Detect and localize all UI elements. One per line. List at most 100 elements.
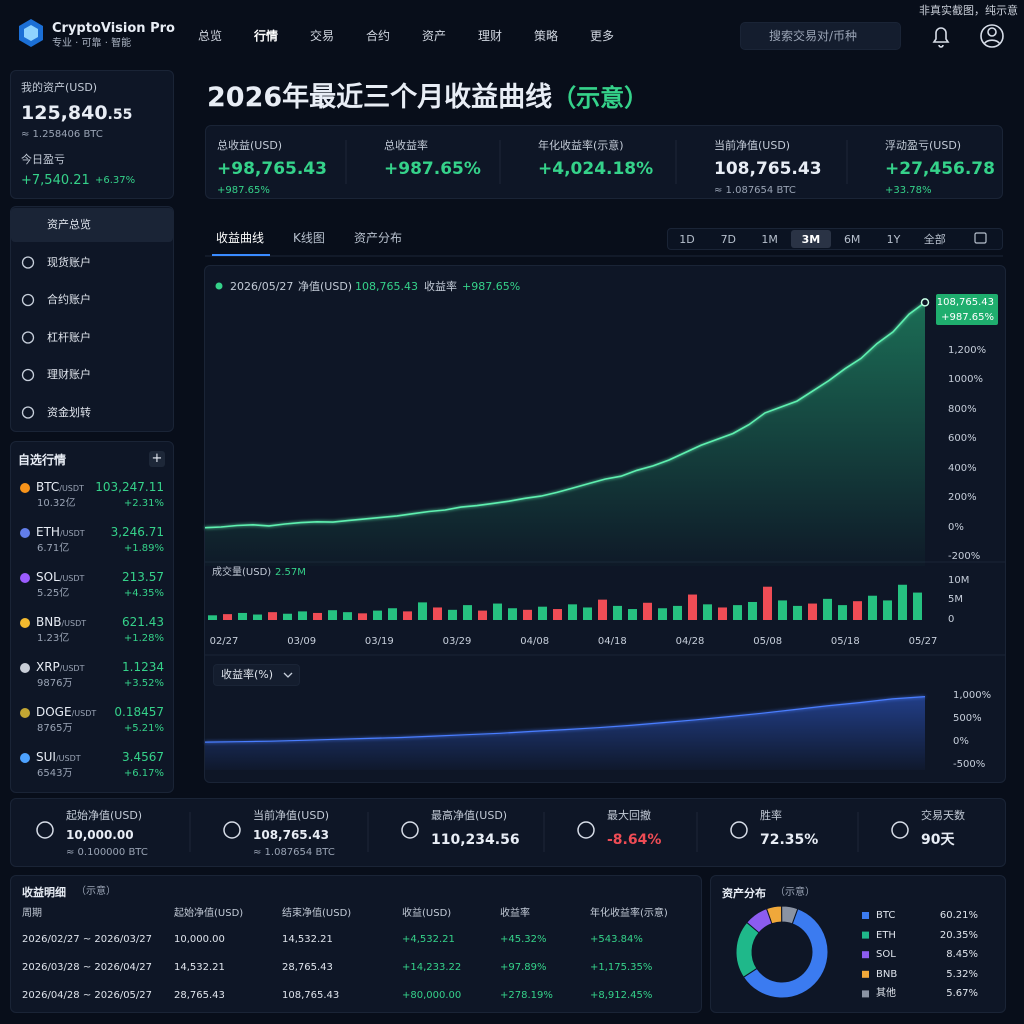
menu-item[interactable]: 资产总览 bbox=[47, 218, 91, 231]
volume-subtitle: 2.57M bbox=[275, 567, 306, 578]
coin-name[interactable]: XRP/USDT bbox=[36, 661, 84, 673]
coin-price: 621.43 bbox=[122, 615, 164, 629]
coin-symbol: SOL bbox=[36, 570, 60, 584]
coin-symbol: DOGE bbox=[36, 705, 72, 719]
range-box bbox=[667, 228, 1003, 250]
range-button[interactable]: 3M bbox=[801, 233, 821, 246]
stat-label: 当前净值(USD) bbox=[253, 809, 330, 822]
volume-bar bbox=[598, 599, 607, 620]
nav-item[interactable]: 合约 bbox=[366, 29, 391, 43]
volume-bar bbox=[388, 608, 397, 620]
coin-name[interactable]: BTC/USDT bbox=[36, 481, 84, 493]
y-tick-label: 1,200% bbox=[948, 345, 987, 356]
x-tick-label: 03/29 bbox=[442, 636, 472, 647]
dropdown[interactable] bbox=[213, 664, 300, 686]
nav-item[interactable]: 策略 bbox=[534, 29, 559, 43]
menu-item[interactable]: 资金划转 bbox=[47, 405, 91, 419]
range-button[interactable]: 6M bbox=[843, 233, 861, 246]
watchlist-title: 自选行情 bbox=[18, 453, 67, 467]
area bbox=[205, 302, 925, 566]
menu-item[interactable]: 杠杆账户 bbox=[47, 330, 91, 344]
search-placeholder[interactable]: 搜索交易对/币种 bbox=[769, 29, 858, 43]
table-cell: +97.89% bbox=[500, 962, 547, 973]
nav-item[interactable]: 行情 bbox=[254, 29, 279, 43]
x-tick-label: 05/08 bbox=[753, 636, 783, 647]
tab[interactable]: 收益曲线 bbox=[216, 231, 265, 245]
menu-item[interactable]: 合约账户 bbox=[47, 293, 91, 306]
coin-icon bbox=[20, 483, 30, 493]
legend-nav: 108,765.43 bbox=[355, 280, 418, 293]
volume-bar bbox=[688, 594, 697, 620]
summary-sub: ≈ 1.087654 BTC bbox=[714, 185, 796, 196]
volume-bar bbox=[793, 605, 802, 620]
summary-sub: +33.78% bbox=[885, 185, 932, 196]
coin-icon bbox=[20, 618, 30, 628]
stat-label: 交易天数 bbox=[921, 809, 965, 822]
add-button[interactable]: + bbox=[149, 451, 165, 467]
coin-volume: 6.71亿 bbox=[37, 543, 70, 554]
summary-label: 年化收益率(示意) bbox=[538, 139, 624, 152]
volume-bar bbox=[778, 600, 787, 620]
legend-label: SOL bbox=[876, 949, 896, 961]
volume-bar bbox=[823, 598, 832, 620]
asset-card bbox=[10, 70, 174, 199]
chevron-icon bbox=[283, 672, 293, 678]
asset-total-dec: .55 bbox=[107, 107, 133, 123]
coin-icon bbox=[20, 663, 30, 673]
search-box[interactable] bbox=[740, 22, 901, 50]
volume-bar bbox=[508, 608, 517, 620]
legend-ret: +987.65% bbox=[462, 280, 521, 293]
asset-total: 125,840.55 bbox=[21, 104, 132, 123]
range-button[interactable]: 7D bbox=[720, 233, 737, 246]
coin-name[interactable]: ETH/USDT bbox=[36, 526, 85, 538]
menu-item[interactable]: 理财账户 bbox=[47, 368, 91, 381]
nav-item[interactable]: 交易 bbox=[310, 29, 335, 43]
menu-icon bbox=[21, 256, 35, 269]
nav-item[interactable]: 更多 bbox=[590, 29, 615, 43]
menu-item[interactable]: 现货账户 bbox=[47, 255, 91, 269]
table-cell: 14,532.21 bbox=[174, 962, 225, 973]
tab[interactable]: K线图 bbox=[293, 231, 325, 245]
menu-icon bbox=[21, 368, 35, 382]
page-title: 2026年最近三个月收益曲线（示意） bbox=[207, 84, 648, 111]
menu-icon bbox=[21, 406, 35, 419]
stat-icon bbox=[730, 821, 748, 839]
volume-bar bbox=[463, 605, 472, 620]
stat-icon bbox=[401, 821, 419, 839]
coin-price: 213.57 bbox=[122, 570, 164, 584]
y-tick-label: 800% bbox=[948, 403, 977, 415]
coin-price: 1.1234 bbox=[122, 660, 164, 674]
price-tag-nav: 108,765.43 bbox=[936, 297, 994, 309]
summary-value: +4,024.18% bbox=[538, 159, 654, 179]
nav-item[interactable]: 总览 bbox=[198, 29, 223, 43]
nav-item[interactable]: 理财 bbox=[478, 29, 503, 43]
coin-name[interactable]: SOL/USDT bbox=[36, 571, 84, 583]
table-cell: 2026/02/27 ~ 2026/03/27 bbox=[22, 934, 153, 945]
range-button[interactable]: 1Y bbox=[886, 233, 901, 246]
table-cell: 108,765.43 bbox=[282, 990, 340, 1001]
donut-slice bbox=[781, 905, 799, 925]
coin-name[interactable]: BNB/USDT bbox=[36, 616, 86, 628]
volume-bar bbox=[703, 604, 712, 620]
asset-label: 我的资产(USD) bbox=[21, 81, 98, 94]
tab[interactable]: 资产分布 bbox=[354, 231, 403, 245]
volume-bar bbox=[763, 586, 772, 620]
range-button[interactable]: 1M bbox=[761, 233, 778, 246]
stat-value: -8.64% bbox=[607, 832, 662, 848]
range-button[interactable]: 全部 bbox=[923, 233, 946, 246]
nav-item[interactable]: 资产 bbox=[422, 29, 447, 43]
volume-bar bbox=[403, 611, 412, 620]
stat-value: 72.35% bbox=[760, 832, 819, 848]
range-button[interactable]: 1D bbox=[679, 233, 695, 246]
coin-volume: 9876万 bbox=[37, 678, 73, 689]
dropdown-label[interactable]: 收益率(%) bbox=[221, 668, 274, 681]
coin-name[interactable]: DOGE/USDT bbox=[36, 706, 96, 718]
x-tick-label: 02/27 bbox=[209, 636, 239, 647]
volume-bar bbox=[433, 607, 442, 620]
pnl-label: 今日盈亏 bbox=[21, 153, 65, 166]
stat-label: 起始净值(USD) bbox=[66, 809, 143, 822]
volume-bar bbox=[643, 602, 652, 620]
coin-name[interactable]: SUI/USDT bbox=[36, 751, 81, 763]
coin-quote: /USDT bbox=[59, 484, 84, 493]
table-cell: +80,000.00 bbox=[402, 990, 462, 1001]
